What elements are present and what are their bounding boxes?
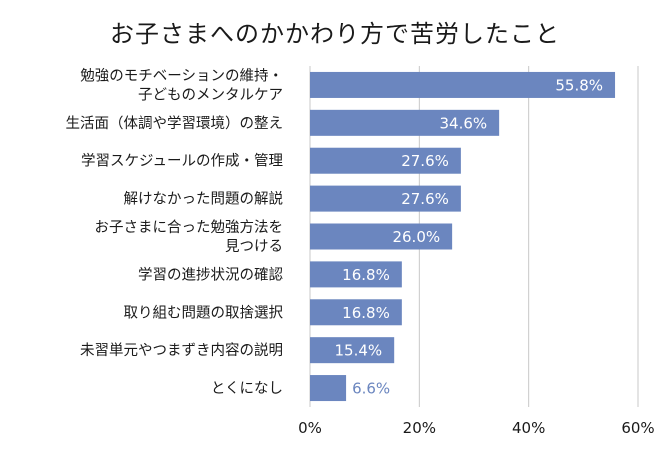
category-label-2: 学習スケジュールの作成・管理 bbox=[81, 153, 283, 170]
data-label-0: 55.8% bbox=[555, 76, 603, 94]
category-label-6: 取り組む問題の取捨選択 bbox=[124, 303, 284, 321]
data-label-6: 16.8% bbox=[342, 304, 390, 322]
data-label-8: 6.6% bbox=[352, 380, 390, 398]
data-label-5: 16.8% bbox=[342, 266, 390, 284]
bar-7 bbox=[310, 337, 395, 364]
bar-0 bbox=[310, 71, 616, 98]
category-label-0: 勉強のモチベーションの維持・子どものメンタルケア bbox=[80, 67, 283, 103]
category-label-line: お子さまに合った勉強方法を bbox=[95, 219, 284, 236]
category-label-line: 未習単元やつまずき内容の説明 bbox=[80, 342, 283, 359]
bar-8 bbox=[310, 375, 347, 402]
x-tick-label-1: 20% bbox=[403, 419, 436, 437]
category-label-line: とくになし bbox=[211, 380, 283, 397]
category-label-3: 解けなかった問題の解説 bbox=[124, 191, 284, 208]
bar-2 bbox=[310, 147, 461, 174]
category-label-7: 未習単元やつまずき内容の説明 bbox=[80, 342, 283, 359]
category-label-4: お子さまに合った勉強方法を見つける bbox=[95, 219, 284, 255]
bar-6 bbox=[310, 299, 402, 326]
bar-5 bbox=[310, 261, 402, 288]
category-label-line: 見つける bbox=[225, 239, 283, 255]
x-tick-label-2: 40% bbox=[512, 419, 545, 437]
category-label-line: 子どものメンタルケア bbox=[138, 86, 283, 103]
category-label-8: とくになし bbox=[211, 380, 283, 397]
category-label-5: 学習の進捗状況の確認 bbox=[138, 266, 283, 283]
category-label-line: 勉強のモチベーションの維持・ bbox=[80, 67, 283, 84]
bar-1 bbox=[310, 109, 500, 136]
category-label-line: 取り組む問題の取捨選択 bbox=[124, 303, 284, 321]
data-label-1: 34.6% bbox=[439, 114, 487, 132]
data-label-3: 27.6% bbox=[401, 190, 449, 208]
x-tick-label-0: 0% bbox=[298, 419, 322, 437]
data-label-2: 27.6% bbox=[401, 152, 449, 170]
data-label-4: 26.0% bbox=[392, 228, 440, 246]
category-label-line: 学習スケジュールの作成・管理 bbox=[81, 153, 283, 170]
data-label-7: 15.4% bbox=[335, 342, 383, 360]
category-label-line: 学習の進捗状況の確認 bbox=[138, 266, 283, 283]
category-label-line: 解けなかった問題の解説 bbox=[124, 191, 284, 208]
category-label-1: 生活面（体調や学習環境）の整え bbox=[66, 114, 284, 132]
category-label-line: 生活面（体調や学習環境）の整え bbox=[66, 114, 284, 132]
bar-3 bbox=[310, 185, 461, 212]
bar-4 bbox=[310, 223, 453, 250]
x-tick-label-3: 60% bbox=[621, 419, 654, 437]
chart-title: お子さまへのかかわり方で苦労したこと bbox=[110, 20, 560, 48]
